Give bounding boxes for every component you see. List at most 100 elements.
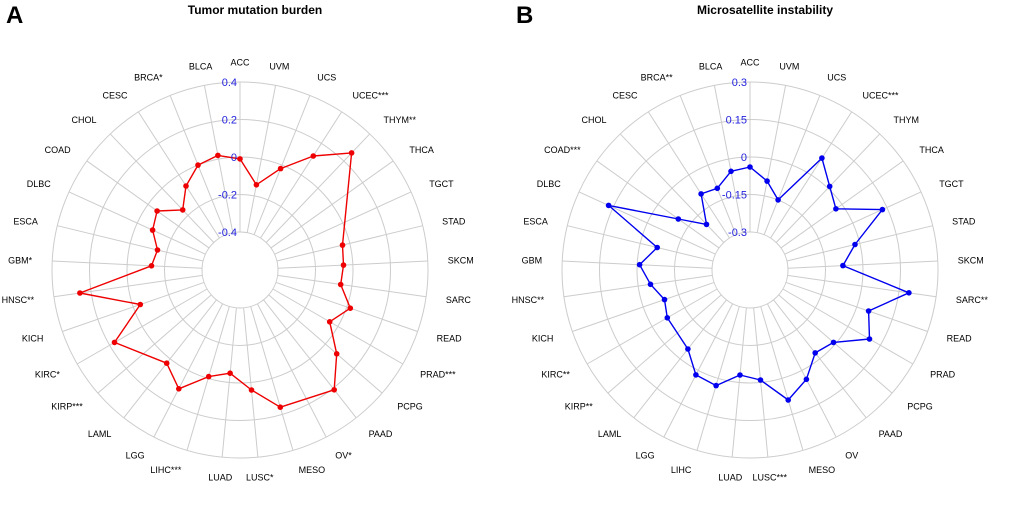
data-point <box>830 339 837 346</box>
data-point <box>277 165 284 172</box>
data-point <box>310 153 317 159</box>
category-label: PAAD <box>879 429 903 439</box>
grid-spoke <box>153 303 224 438</box>
grid-spoke <box>663 303 734 438</box>
radial-tick-label: 0.3 <box>732 77 747 89</box>
data-point <box>205 373 212 380</box>
data-point <box>111 339 118 346</box>
grid-spoke <box>567 225 714 262</box>
category-label: CESC <box>102 91 128 101</box>
grid-spoke <box>607 294 722 394</box>
category-label: LGG <box>636 450 655 460</box>
category-label: DLBC <box>537 179 562 189</box>
data-point <box>812 350 818 356</box>
data-point <box>227 370 233 377</box>
category-label: MESO <box>299 465 326 475</box>
category-label: TGCT <box>429 179 454 189</box>
category-label: OV* <box>335 450 352 460</box>
data-point <box>803 376 810 383</box>
grid-spoke <box>770 111 853 239</box>
data-point <box>879 206 886 213</box>
category-label: LUAD <box>718 473 743 483</box>
category-label: COAD*** <box>544 145 581 155</box>
data-point <box>137 301 144 308</box>
category-label: KIRP*** <box>51 402 83 412</box>
grid-spoke <box>786 225 933 262</box>
data-point <box>348 150 355 156</box>
grid-spoke <box>785 281 928 332</box>
data-point <box>176 386 182 392</box>
grid-spoke <box>756 85 787 233</box>
data-point <box>337 281 344 288</box>
data-point <box>785 397 791 403</box>
radar-grid <box>51 81 429 459</box>
category-label: ESCA <box>523 217 548 227</box>
category-label: PAAD <box>369 429 393 439</box>
category-label: UCEC*** <box>353 91 390 101</box>
category-label: SKCM <box>448 256 474 266</box>
category-label: OV <box>845 450 858 460</box>
radial-tick-label: 0 <box>741 152 747 164</box>
grid-spoke <box>256 303 327 438</box>
category-label: THYM <box>894 115 920 125</box>
data-point <box>237 156 243 162</box>
grid-spoke <box>76 288 208 365</box>
data-point <box>693 372 699 378</box>
data-point <box>747 164 753 170</box>
category-label: CHOL <box>71 115 96 125</box>
category-label: THYM** <box>384 115 417 125</box>
grid-spoke <box>696 306 740 451</box>
grid-spoke <box>586 288 718 365</box>
radial-tick-label: -0.15 <box>722 190 747 202</box>
category-label: UCEC*** <box>863 91 900 101</box>
grid-spoke <box>277 274 427 298</box>
category-label: UVM <box>269 61 289 71</box>
chart-title-b: Microsatellite instability <box>696 3 834 17</box>
grid-spoke <box>275 281 418 332</box>
category-label: SKCM <box>958 256 984 266</box>
data-point <box>339 242 346 248</box>
radial-tick-label: 0.4 <box>222 77 237 89</box>
grid-spoke <box>68 191 206 255</box>
data-point <box>654 244 660 251</box>
category-label: GBM* <box>8 256 33 266</box>
grid-spoke <box>760 306 804 451</box>
grid-spoke <box>763 95 821 235</box>
category-label: LAML <box>598 429 622 439</box>
radial-tick-label: -0.3 <box>728 227 747 239</box>
data-point <box>764 178 770 184</box>
data-point <box>215 152 221 159</box>
data-point <box>698 191 704 197</box>
category-label: CESC <box>612 91 638 101</box>
data-point <box>333 351 340 357</box>
grid-spoke <box>563 274 713 298</box>
data-point <box>661 296 668 303</box>
category-label: KICH <box>22 334 44 344</box>
data-point <box>865 308 872 314</box>
data-point <box>331 387 338 393</box>
data-point <box>347 305 354 312</box>
data-point <box>703 221 710 228</box>
data-point <box>605 202 612 209</box>
grid-spoke <box>86 160 210 249</box>
grid-spoke <box>274 191 412 255</box>
grid-ring <box>711 231 789 309</box>
category-label: SARC <box>446 295 472 305</box>
data-point <box>77 290 83 296</box>
category-label: LIHC <box>671 465 692 475</box>
category-label: ACC <box>230 58 250 68</box>
category-label: TGCT <box>939 179 964 189</box>
category-label: LAML <box>88 429 112 439</box>
category-label: READ <box>437 334 463 344</box>
panel-label-a: A <box>6 2 24 29</box>
category-label: ESCA <box>13 217 38 227</box>
grid-spoke <box>272 288 404 365</box>
category-label: PRAD*** <box>420 370 456 380</box>
grid-spoke <box>647 111 730 239</box>
category-label: PCPG <box>397 402 423 412</box>
grid-spoke <box>679 95 737 235</box>
data-point <box>636 261 643 268</box>
data-point <box>714 185 721 192</box>
data-point <box>664 315 671 321</box>
category-label: KIRC* <box>35 370 61 380</box>
